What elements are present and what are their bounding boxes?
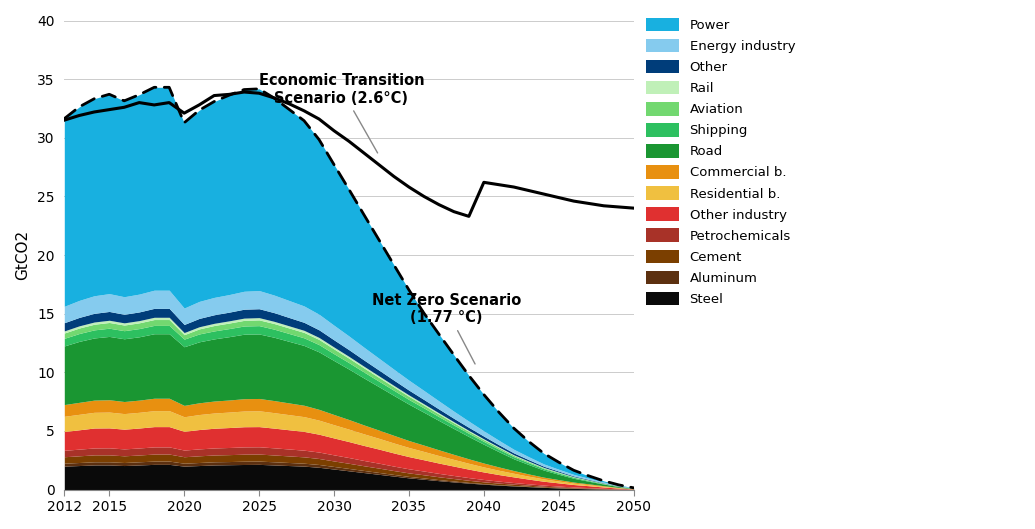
Legend: Power, Energy industry, Other, Rail, Aviation, Shipping, Road, Commercial b., Re: Power, Energy industry, Other, Rail, Avi… bbox=[646, 17, 795, 306]
Y-axis label: GtCO2: GtCO2 bbox=[14, 230, 30, 280]
Text: Economic Transition
Scenario (2.6°C): Economic Transition Scenario (2.6°C) bbox=[259, 74, 424, 153]
Text: Net Zero Scenario
(1.77 °C): Net Zero Scenario (1.77 °C) bbox=[372, 293, 521, 364]
